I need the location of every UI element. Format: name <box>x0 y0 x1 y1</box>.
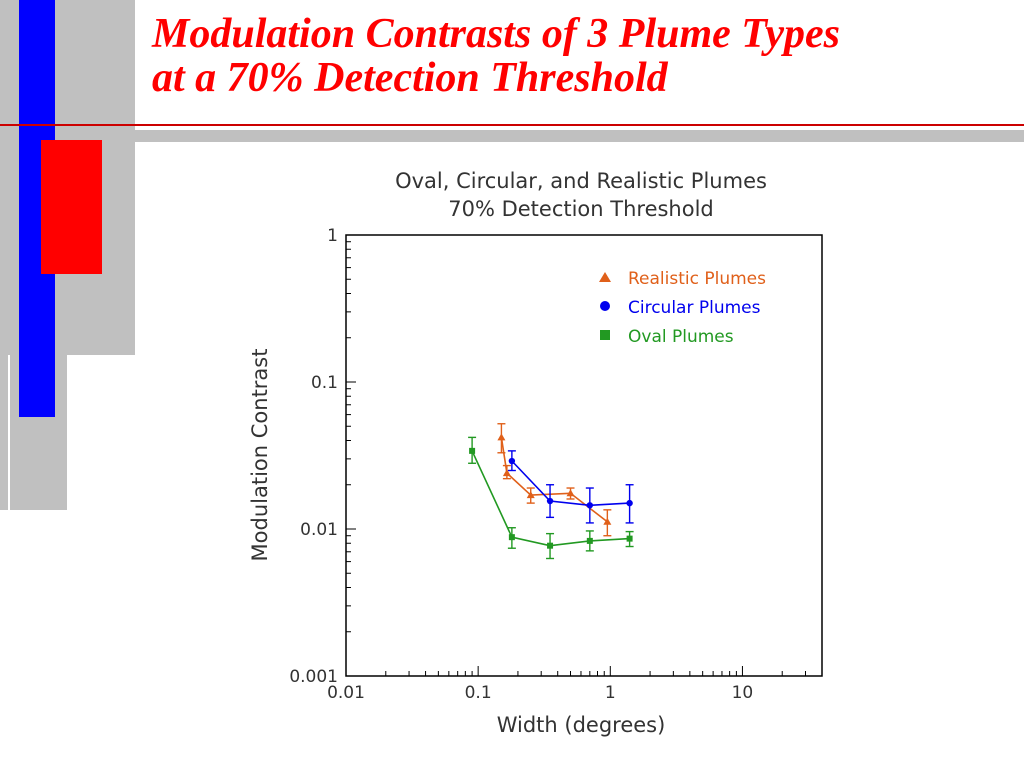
chart-legend: Realistic Plumes Circular Plumes Oval Plum… <box>599 269 766 347</box>
data-point-triangle <box>526 491 535 499</box>
x-tick-label: 0.01 <box>327 683 365 703</box>
title-underline <box>0 124 1024 126</box>
left-edge-bar <box>0 0 8 768</box>
series-circular-plumes <box>507 450 634 524</box>
data-point-circle <box>626 499 633 507</box>
data-point-triangle <box>603 517 612 525</box>
decor-red-block <box>41 140 102 274</box>
series-line <box>511 460 630 507</box>
series-oval-plumes <box>468 436 634 560</box>
y-tick-label: 0.01 <box>300 520 338 540</box>
data-point-circle <box>508 457 516 465</box>
data-point-square <box>508 534 515 541</box>
legend-label: Circular Plumes <box>628 298 761 318</box>
data-marks <box>468 423 634 560</box>
slide-title: Modulation Contrasts of 3 Plume Types at… <box>152 12 1012 100</box>
plot-frame <box>345 234 823 677</box>
data-point-square <box>626 535 633 542</box>
data-point-square <box>547 542 554 549</box>
y-axis-label: Modulation Contrast <box>248 349 272 562</box>
legend-square-icon <box>600 330 610 340</box>
y-tick-label: 0.001 <box>289 667 338 687</box>
data-point-square <box>469 447 476 454</box>
chart-title-line2: 70% Detection Threshold <box>448 197 714 221</box>
data-point-triangle <box>497 433 506 441</box>
slide-title-line2: at a 70% Detection Threshold <box>152 55 668 101</box>
data-point-circle <box>586 502 594 509</box>
data-point-triangle <box>502 469 511 477</box>
legend-triangle-icon <box>599 272 611 282</box>
data-point-square <box>586 537 593 544</box>
x-tick-label: 1 <box>605 683 616 703</box>
legend-item: Realistic Plumes <box>599 269 766 289</box>
data-point-circle <box>546 497 554 505</box>
x-tick-label: 0.1 <box>465 683 492 703</box>
x-tick-label: 10 <box>732 683 754 703</box>
legend-item: Oval Plumes <box>600 327 734 347</box>
x-axis-label: Width (degrees) <box>497 713 666 737</box>
series-realistic-plumes <box>497 423 612 537</box>
legend-circle-icon <box>600 301 610 311</box>
chart-title-line1: Oval, Circular, and Realistic Plumes <box>395 169 767 193</box>
y-tick-label: 1 <box>327 226 338 246</box>
series-line <box>500 437 608 523</box>
legend-item: Circular Plumes <box>600 298 761 318</box>
decor-white-gap <box>0 510 67 768</box>
legend-label: Realistic Plumes <box>628 269 766 289</box>
data-point-triangle <box>566 489 575 497</box>
decor-gray-stripe <box>30 130 1024 142</box>
y-tick-label: 0.1 <box>311 373 338 393</box>
plume-contrast-chart: Oval, Circular, and Realistic Plumes 70%… <box>248 169 823 737</box>
legend-label: Oval Plumes <box>628 327 734 347</box>
slide-title-line1: Modulation Contrasts of 3 Plume Types <box>152 11 841 57</box>
